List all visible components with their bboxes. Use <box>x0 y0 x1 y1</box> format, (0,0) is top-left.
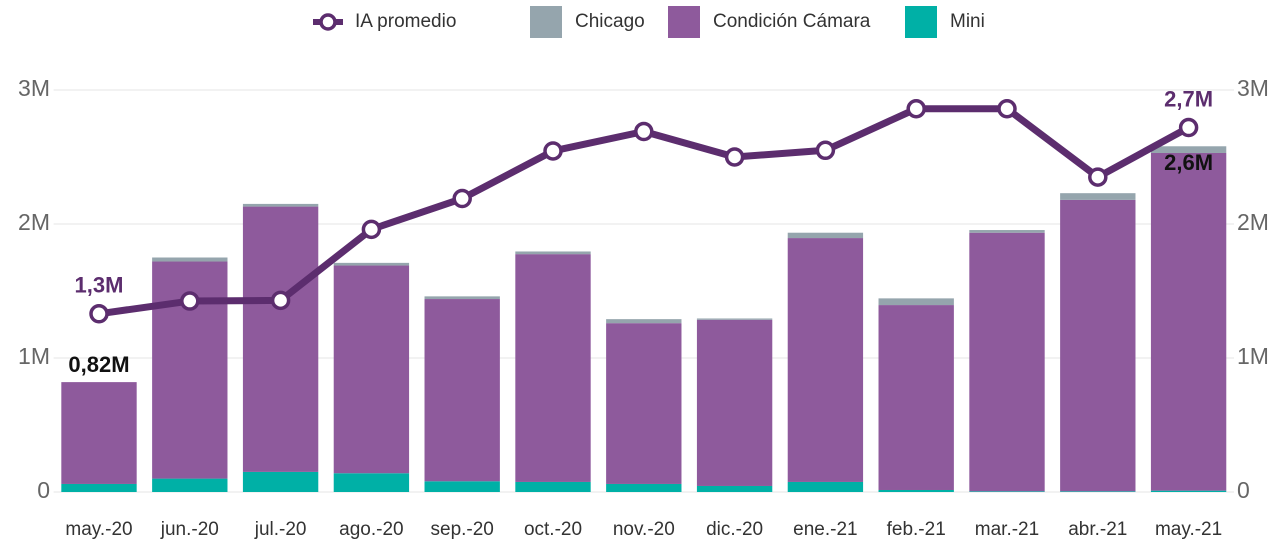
line-point <box>1178 117 1199 138</box>
bar-segment <box>333 265 410 474</box>
line-point <box>270 290 291 311</box>
bar-segment <box>696 318 773 320</box>
line-point <box>634 121 654 142</box>
bar-segment <box>333 262 410 266</box>
line-point <box>89 304 109 324</box>
y-tick-label: 3M <box>18 75 50 101</box>
x-tick-label: abr.-21 <box>1068 519 1127 540</box>
legend-swatch <box>905 6 937 38</box>
bar-segment <box>878 298 954 306</box>
bar-segment <box>515 481 591 492</box>
line-point <box>815 140 836 161</box>
line-point <box>452 188 472 209</box>
legend-swatch <box>668 6 700 38</box>
bar-segment <box>1060 491 1136 492</box>
x-tick-label: may.-20 <box>65 519 132 540</box>
line-point <box>906 99 926 119</box>
legend-marker <box>319 13 337 31</box>
x-tick-label: feb.-21 <box>887 519 946 540</box>
bar-segment <box>424 299 500 482</box>
bar-segment <box>61 483 137 492</box>
x-tick-label: dic.-20 <box>706 519 763 540</box>
x-tick-label: mar.-21 <box>975 519 1039 540</box>
bar-segment <box>333 473 410 492</box>
y2-tick-label: 1M <box>1237 343 1269 369</box>
bar-segment <box>969 230 1045 233</box>
y-tick-label: 0 <box>37 477 50 503</box>
line-label: 1,3M <box>75 273 124 298</box>
bar-segment <box>606 323 682 484</box>
bar-segment <box>878 489 954 492</box>
bar-segment <box>787 481 864 492</box>
line-point <box>543 141 563 161</box>
bar-segment <box>1150 152 1227 491</box>
legend-label: IA promedio <box>355 11 456 32</box>
bar-segment <box>424 296 500 300</box>
x-tick-label: nov.-20 <box>613 519 675 540</box>
line-label: 2,7M <box>1164 86 1213 111</box>
bar-total-label: 2,6M <box>1164 150 1213 175</box>
bar-segment <box>1060 193 1136 200</box>
legend-label: Condición Cámara <box>713 11 871 32</box>
bar-segment <box>1060 199 1136 492</box>
y2-tick-label: 3M <box>1237 75 1269 101</box>
y2-tick-label: 0 <box>1237 477 1250 503</box>
legend-swatch <box>530 6 562 38</box>
x-tick-label: sep.-20 <box>431 519 494 540</box>
x-tick-label: oct.-20 <box>524 519 582 540</box>
line-point <box>1088 167 1108 187</box>
bar-total-label: 0,82M <box>68 352 129 377</box>
legend-label: Chicago <box>575 11 645 32</box>
y-tick-label: 1M <box>18 343 50 369</box>
bar-segment <box>969 491 1045 492</box>
y2-tick-label: 2M <box>1237 209 1269 235</box>
x-tick-label: ago.-20 <box>339 519 403 540</box>
x-tick-label: jul.-20 <box>254 519 307 540</box>
bar-segment <box>424 481 500 492</box>
x-tick-label: jun.-20 <box>160 519 219 540</box>
bar-segment <box>152 257 228 262</box>
bar-segment <box>1150 146 1227 153</box>
bar-segment <box>515 251 591 255</box>
bar-segment <box>969 232 1045 492</box>
bar-segment <box>606 319 682 324</box>
bar-segment <box>152 478 228 492</box>
bar-segment <box>242 203 319 207</box>
x-tick-label: ene.-21 <box>793 519 857 540</box>
bar-segment <box>787 238 864 482</box>
bar-segment <box>1150 490 1227 492</box>
bar-segment <box>787 232 864 239</box>
bar-segment <box>696 319 773 486</box>
x-tick-label: may.-21 <box>1155 519 1222 540</box>
bar-segment <box>878 305 954 490</box>
line-point <box>361 219 382 240</box>
y-tick-label: 2M <box>18 209 50 235</box>
bar-segment <box>61 382 137 484</box>
line-point <box>997 99 1017 119</box>
bar-segment <box>606 483 682 492</box>
line-point <box>724 147 745 167</box>
bar-segment <box>696 485 773 492</box>
bar-segment <box>242 471 319 492</box>
bar-segment <box>515 254 591 482</box>
bar-segment <box>242 206 319 472</box>
legend-label: Mini <box>950 11 985 32</box>
line-point <box>180 291 200 311</box>
